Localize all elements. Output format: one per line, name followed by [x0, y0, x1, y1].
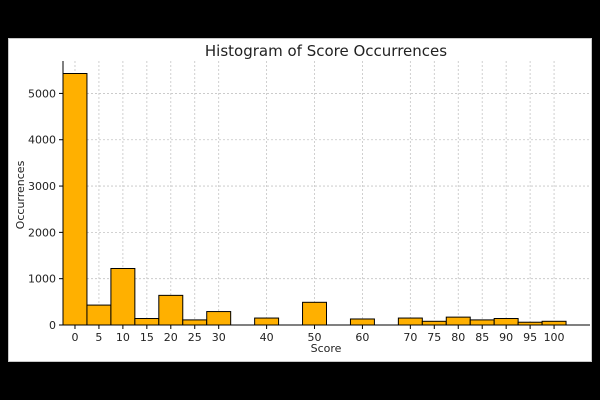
- histogram-bar: [206, 311, 232, 326]
- histogram-bar: [349, 318, 375, 326]
- histogram-bar: [158, 294, 184, 326]
- x-tick-label: 10: [116, 331, 130, 344]
- x-tick-label: 90: [499, 331, 513, 344]
- x-tick-label: 15: [140, 331, 154, 344]
- y-axis-label: Occurrences: [14, 160, 27, 229]
- x-tick-label: 85: [475, 331, 489, 344]
- y-tick-label: 2000: [28, 226, 56, 239]
- x-tick-label: 95: [523, 331, 537, 344]
- histogram-bar: [493, 318, 519, 326]
- x-tick-label: 0: [71, 331, 78, 344]
- y-ticks: 0 1000 2000 3000 4000 5000: [28, 87, 63, 332]
- bars: [62, 73, 567, 326]
- x-tick-label: 70: [403, 331, 417, 344]
- x-tick-label: 25: [188, 331, 202, 344]
- histogram-bar: [62, 73, 88, 326]
- x-tick-label: 80: [451, 331, 465, 344]
- y-tick-label: 0: [49, 319, 56, 332]
- x-tick-label: 40: [260, 331, 274, 344]
- x-tick-label: 50: [308, 331, 322, 344]
- grid-lines: [63, 61, 590, 326]
- y-tick-label: 4000: [28, 134, 56, 147]
- y-tick-label: 3000: [28, 180, 56, 193]
- x-tick-label: 5: [95, 331, 102, 344]
- x-axis-label: Score: [311, 342, 342, 355]
- x-tick-label: 75: [427, 331, 441, 344]
- histogram-bar: [445, 316, 471, 326]
- x-ticks: 0 5 10 15 20 25 30 40 50 60 70 75 80 85 90 95 100: [71, 325, 565, 344]
- histogram-bar: [134, 318, 160, 326]
- histogram-bar: [254, 317, 280, 326]
- histogram-bar: [110, 267, 136, 326]
- axes: [62, 61, 590, 326]
- x-tick-label: 60: [355, 331, 369, 344]
- y-tick-label: 5000: [28, 87, 56, 100]
- histogram-bar: [86, 304, 112, 326]
- chart-title: Histogram of Score Occurrences: [205, 42, 447, 60]
- y-tick-label: 1000: [28, 273, 56, 286]
- histogram-bar: [469, 319, 495, 326]
- histogram-bar: [541, 320, 567, 326]
- histogram-bar: [182, 319, 208, 326]
- x-tick-label: 100: [544, 331, 565, 344]
- histogram-bar: [397, 317, 423, 326]
- histogram-bar: [302, 301, 327, 326]
- histogram-bar: [421, 320, 447, 326]
- x-tick-label: 30: [212, 331, 226, 344]
- x-tick-label: 20: [164, 331, 178, 344]
